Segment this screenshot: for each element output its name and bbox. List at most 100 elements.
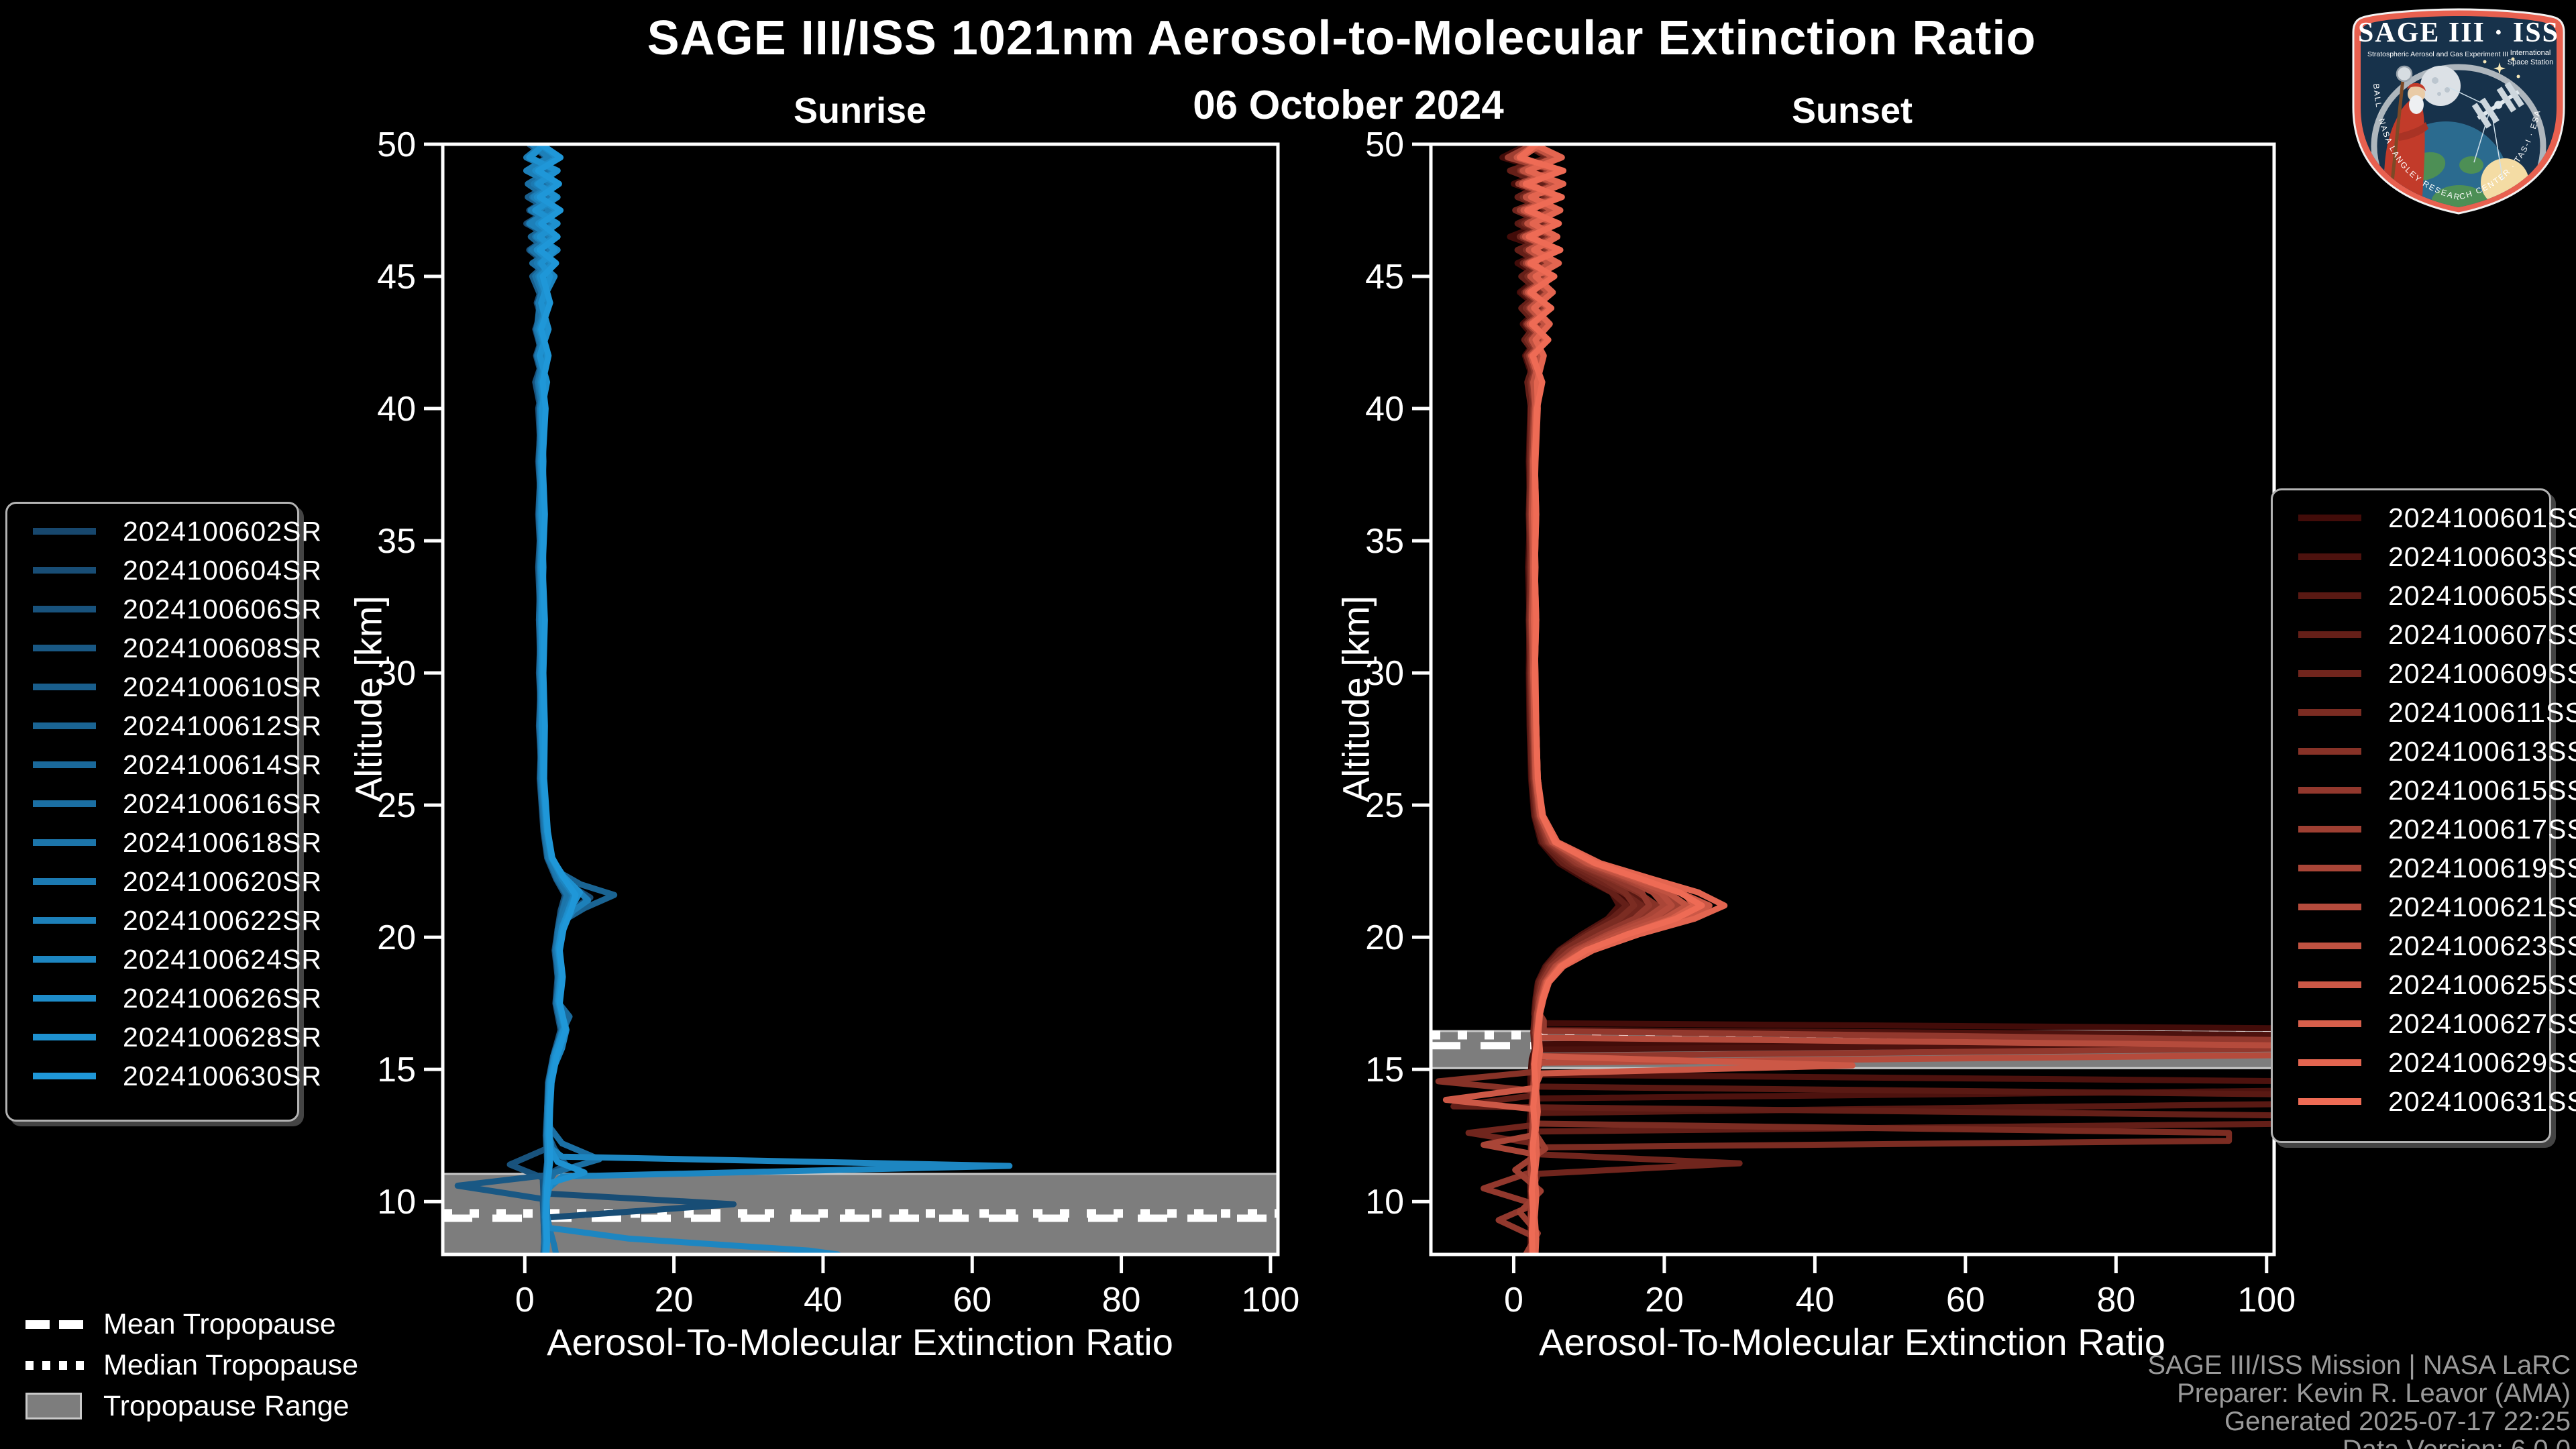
legend-label: 2024100615SS: [2388, 774, 2576, 806]
legend-line-swatch-icon: [2298, 631, 2361, 638]
attribution-data-version: Data Version: 6.0.0: [2147, 1436, 2571, 1449]
logo-orbit-ring-icon: [2371, 64, 2546, 207]
legend-line-swatch-icon: [2298, 826, 2361, 833]
sunset-plot: 0 20 40 60 80 100 10 15 20 25 30 35 40 45 50: [1365, 125, 2296, 1320]
attribution-generated: Generated 2025-07-17 22:25: [2224, 1407, 2571, 1436]
legend-label: 2024100618SR: [123, 826, 322, 858]
legend-item: 2024100615SS: [2273, 771, 2576, 810]
y-tick-label: 10: [377, 1183, 416, 1222]
legend-label: 2024100630SR: [123, 1060, 322, 1091]
legend-label: 2024100625SS: [2388, 969, 2576, 1000]
legend-item: 2024100629SS: [2273, 1043, 2576, 1082]
legend-label: 2024100620SR: [123, 865, 322, 897]
legend-label: 2024100626SR: [123, 982, 322, 1014]
legend-label: 2024100628SR: [123, 1021, 322, 1053]
legend-item: 2024100604SR: [7, 551, 321, 590]
legend-label: 2024100605SS: [2388, 580, 2576, 611]
legend-label: 2024100602SR: [123, 515, 322, 547]
legend-line-swatch-icon: [2298, 904, 2361, 910]
series-2024100608SR: [454, 144, 580, 1254]
mean-tropopause-dash-icon: [25, 1309, 83, 1339]
mean-tropopause-label: Mean Tropopause: [103, 1307, 336, 1340]
sunset-legend: 2024100601SS 2024100603SS 2024100605SS 2024…: [2271, 488, 2576, 1143]
series-2024100630SR: [535, 144, 579, 1254]
series-2024100604SR: [523, 144, 737, 1254]
legend-item: 2024100613SS: [2273, 732, 2576, 771]
legend-item: 2024100628SR: [7, 1018, 321, 1057]
sage-iss-logo: SAGE III · ISS Stratospheric Aerosol and…: [2352, 8, 2565, 215]
y-tick-label: 30: [1365, 654, 1404, 693]
legend-line-swatch-icon: [33, 956, 96, 963]
sunrise-plot: 0 20 40 60 80 100 10 15 20 25 30 35 40 45 50: [377, 125, 1299, 1320]
legend-item: 2024100610SR: [7, 667, 321, 706]
legend-label: 2024100623SS: [2388, 930, 2576, 961]
x-tick-label: 100: [1242, 1281, 1300, 1320]
legend-label: 2024100621SS: [2388, 891, 2576, 922]
legend-item: 2024100606SR: [7, 590, 321, 629]
legend-item: 2024100627SS: [2273, 1004, 2576, 1043]
y-tick-label: 50: [1365, 125, 1404, 164]
legend-line-swatch-icon: [33, 761, 96, 768]
logo-subtitle-right-2: Space Station: [2508, 58, 2554, 66]
legend-item: 2024100603SS: [2273, 537, 2576, 576]
x-tick-label: 80: [2096, 1281, 2135, 1320]
legend-label: 2024100629SS: [2388, 1046, 2576, 1078]
legend-label: 2024100616SR: [123, 788, 322, 819]
series-2024100622SR: [523, 144, 592, 1254]
legend-line-swatch-icon: [33, 917, 96, 924]
legend-label: 2024100624SR: [123, 943, 322, 975]
legend-line-swatch-icon: [2298, 592, 2361, 599]
legend-line-swatch-icon: [33, 567, 96, 574]
legend-item: 2024100611SS: [2273, 693, 2576, 732]
y-tick-label: 25: [1365, 786, 1404, 825]
median-tropopause-dot-icon: [25, 1350, 84, 1380]
attribution-mission: SAGE III/ISS Mission | NASA LaRC: [2147, 1350, 2571, 1380]
legend-item: 2024100620SR: [7, 862, 321, 901]
y-tick-label: 15: [1365, 1051, 1404, 1089]
y-tick-label: 45: [377, 258, 416, 297]
legend-item: 2024100614SR: [7, 745, 321, 784]
legend-label: 2024100612SR: [123, 710, 322, 741]
x-axis-title-sunrise: Aerosol-To-Molecular Extinction Ratio: [547, 1321, 1173, 1363]
y-tick-label: 50: [377, 125, 416, 164]
legend-label: 2024100619SS: [2388, 852, 2576, 883]
legend-line-swatch-icon: [2298, 943, 2361, 949]
legend-label: 2024100603SS: [2388, 541, 2576, 572]
mean-tropopause-legend-row: Mean Tropopause: [0, 1305, 336, 1343]
x-tick-label: 40: [1795, 1281, 1834, 1320]
legend-line-swatch-icon: [2298, 787, 2361, 794]
legend-label: 2024100606SR: [123, 593, 322, 625]
legend-label: 2024100604SR: [123, 554, 322, 586]
legend-label: 2024100610SR: [123, 671, 322, 702]
legend-line-swatch-icon: [33, 839, 96, 846]
x-tick-label: 80: [1102, 1281, 1141, 1320]
y-tick-label: 20: [377, 918, 416, 957]
legend-item: 2024100616SR: [7, 784, 321, 823]
y-tick-label: 10: [1365, 1183, 1404, 1222]
legend-label: 2024100608SR: [123, 632, 322, 663]
legend-line-swatch-icon: [2298, 1020, 2361, 1027]
logo-subtitle-left: Stratospheric Aerosol and Gas Experiment…: [2367, 50, 2508, 58]
legend-line-swatch-icon: [2298, 709, 2361, 716]
legend-item: 2024100626SR: [7, 979, 321, 1018]
legend-label: 2024100614SR: [123, 749, 322, 780]
legend-label: 2024100627SS: [2388, 1008, 2576, 1039]
y-tick-label: 30: [377, 654, 416, 693]
legend-item: 2024100612SR: [7, 706, 321, 745]
legend-item: 2024100619SS: [2273, 849, 2576, 888]
y-tick-label: 45: [1365, 258, 1404, 297]
legend-item: 2024100630SR: [7, 1057, 321, 1095]
legend-item: 2024100617SS: [2273, 810, 2576, 849]
legend-line-swatch-icon: [33, 606, 96, 612]
y-axis-title-sunrise: Altitude [km]: [347, 595, 390, 803]
legend-line-swatch-icon: [33, 528, 96, 535]
x-tick-label: 100: [2237, 1281, 2296, 1320]
y-axis-title-sunset: Altitude [km]: [1334, 595, 1377, 803]
tropopause-range-label: Tropopause Range: [103, 1389, 350, 1422]
median-tropopause-legend-row: Median Tropopause: [0, 1346, 358, 1384]
legend-line-swatch-icon: [2298, 1098, 2361, 1105]
legend-line-swatch-icon: [2298, 748, 2361, 755]
legend-item: 2024100602SR: [7, 512, 321, 551]
legend-line-swatch-icon: [2298, 670, 2361, 677]
